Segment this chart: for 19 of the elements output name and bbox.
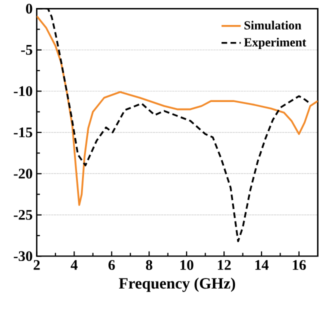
line-series [36, 15, 318, 206]
legend-label: Simulation [244, 20, 302, 30]
y-tick-label: -5 [20, 45, 32, 55]
x-tick-label: 10 [180, 260, 194, 270]
x-tick-label: 16 [292, 260, 306, 270]
y-tick-label: 0 [26, 4, 32, 14]
y-tick-label: -25 [14, 210, 32, 220]
y-tick-label: -30 [14, 251, 32, 262]
y-tick-label: -15 [14, 128, 32, 138]
legend-label: Experiment [244, 38, 306, 49]
y-tick-label: -20 [14, 168, 32, 179]
x-axis-title: Frequency (GHz) [118, 278, 235, 292]
x-tick-label: 14 [255, 260, 268, 270]
x-tick-label: 2 [34, 260, 40, 270]
x-tick-label: 4 [70, 260, 78, 270]
x-tick-label: 12 [218, 260, 231, 270]
x-tick-label: 6 [108, 260, 115, 270]
y-tick-label: -10 [14, 86, 32, 96]
x-tick-label: 8 [146, 260, 152, 270]
